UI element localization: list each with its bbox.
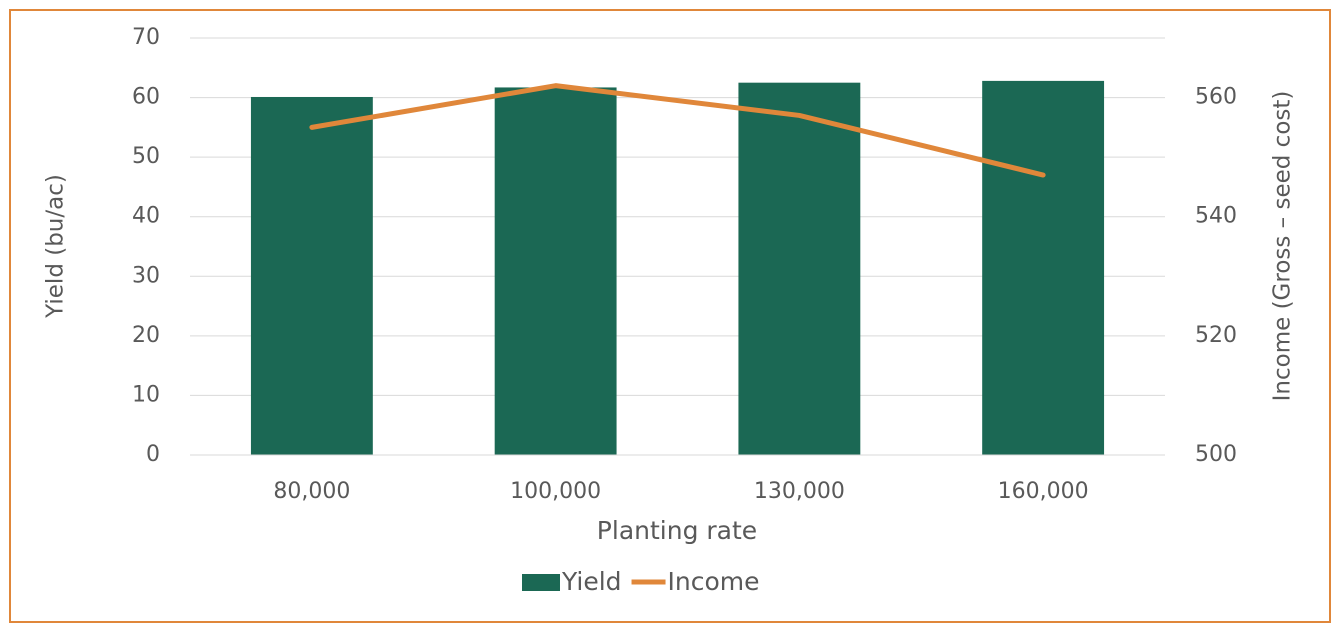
- y2-axis-label: Income (Gross – seed cost): [1270, 91, 1296, 402]
- y-tick-label: 30: [132, 263, 160, 288]
- y-tick-label: 0: [146, 442, 160, 467]
- line: [309, 83, 1046, 178]
- y-tick-label: 10: [132, 382, 160, 407]
- legend-swatch: [522, 574, 560, 591]
- y-axis-label: Yield (bu/ac): [43, 174, 69, 319]
- y2-tick-label: 540: [1195, 204, 1237, 229]
- y-tick-label: 20: [132, 323, 160, 348]
- x-tick-label: 80,000: [273, 479, 350, 504]
- y-tick-label: 60: [132, 85, 160, 110]
- y-tick-label: 40: [132, 204, 160, 229]
- x-axis-label: Planting rate: [597, 516, 757, 545]
- y2-tick-label: 560: [1195, 85, 1237, 110]
- bar: [982, 80, 1105, 456]
- y-tick-label: 70: [132, 25, 160, 50]
- bar: [738, 82, 861, 455]
- bar: [494, 87, 617, 456]
- legend-label: Income: [668, 567, 760, 596]
- y-tick-label: 50: [132, 144, 160, 169]
- legend-label: Yield: [561, 567, 622, 596]
- y2-tick-label: 520: [1195, 323, 1237, 348]
- x-tick-label: 130,000: [754, 479, 845, 504]
- x-tick-label: 100,000: [510, 479, 601, 504]
- x-tick-label: 160,000: [998, 479, 1089, 504]
- bar: [250, 96, 373, 456]
- y2-tick-label: 500: [1195, 442, 1237, 467]
- frame: [9, 9, 1331, 623]
